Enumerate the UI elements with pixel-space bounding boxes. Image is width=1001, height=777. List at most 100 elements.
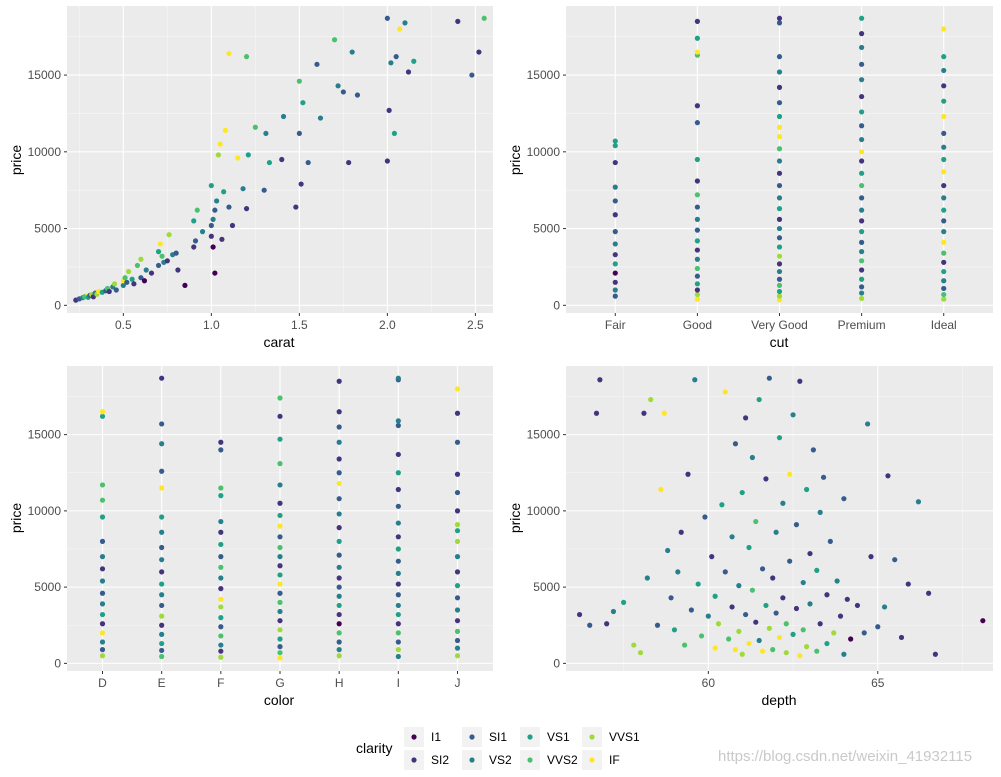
data-point	[129, 276, 135, 282]
data-point	[941, 285, 947, 292]
data-point	[218, 575, 224, 581]
data-point	[300, 100, 306, 106]
data-point	[277, 523, 283, 529]
data-point	[346, 159, 352, 166]
data-point	[208, 233, 214, 239]
data-point	[476, 49, 482, 55]
data-point	[243, 206, 250, 212]
data-point	[99, 630, 106, 636]
data-point	[941, 26, 947, 32]
data-point	[875, 624, 881, 630]
data-point	[454, 645, 461, 651]
data-point	[694, 103, 700, 109]
x-tick-label: J	[455, 676, 461, 690]
data-point	[941, 169, 947, 175]
data-point	[841, 651, 847, 657]
data-point	[454, 628, 461, 634]
data-point	[99, 590, 106, 596]
data-point	[454, 607, 461, 613]
data-point	[159, 653, 165, 660]
data-point	[844, 596, 850, 602]
data-point	[221, 189, 227, 195]
data-point	[834, 578, 840, 584]
data-point	[336, 480, 342, 487]
data-point	[868, 554, 874, 560]
data-point	[454, 439, 461, 445]
data-point	[240, 186, 246, 192]
data-point	[111, 281, 118, 287]
data-point	[99, 578, 106, 584]
data-point	[612, 159, 618, 166]
data-point	[336, 647, 342, 653]
data-point	[804, 644, 810, 650]
data-point	[226, 204, 232, 210]
data-point	[881, 604, 888, 610]
data-point	[941, 67, 947, 74]
data-point	[218, 586, 224, 592]
data-point	[865, 421, 871, 427]
data-point	[159, 485, 165, 491]
data-point	[159, 544, 165, 551]
legend-key-si2: SI2	[404, 750, 449, 770]
legend-label: I1	[431, 730, 441, 744]
legend-swatch	[469, 757, 475, 763]
data-point	[837, 613, 844, 619]
data-point	[694, 35, 700, 41]
data-point	[277, 534, 283, 540]
data-point	[454, 618, 461, 624]
data-point	[776, 634, 783, 641]
data-point	[612, 241, 618, 247]
data-point	[159, 640, 165, 647]
data-point	[746, 640, 752, 647]
data-point	[395, 611, 401, 618]
legend-key-vvs2: VVS2	[520, 750, 578, 770]
y-tick-label: 10000	[527, 504, 561, 518]
y-axis-title: price	[507, 503, 523, 534]
data-point	[266, 159, 273, 166]
data-point	[698, 633, 705, 639]
data-point	[859, 229, 865, 235]
data-point	[719, 502, 725, 508]
data-point	[122, 275, 128, 281]
data-point	[277, 581, 283, 587]
data-point	[99, 482, 106, 488]
data-point	[384, 158, 390, 164]
legend-key-i1: I1	[404, 727, 441, 747]
data-point	[787, 558, 793, 564]
data-point	[159, 622, 165, 628]
x-axis-title: depth	[761, 692, 796, 708]
data-point	[159, 514, 165, 520]
data-point	[277, 650, 283, 656]
legend-label: VS1	[547, 730, 570, 744]
data-point	[226, 50, 232, 57]
data-point	[336, 439, 342, 445]
data-point	[215, 152, 221, 158]
data-point	[783, 621, 789, 627]
data-point	[773, 610, 779, 616]
data-point	[776, 288, 783, 295]
data-point	[941, 259, 947, 265]
points	[99, 375, 461, 661]
data-point	[336, 621, 342, 627]
data-point	[885, 473, 891, 479]
data-point	[277, 636, 283, 642]
y-axis-title: price	[507, 145, 523, 176]
panel-depth: 0 5000 10000 15000 60 65 depth price	[507, 366, 993, 708]
data-point	[694, 281, 700, 287]
data-point	[99, 621, 106, 627]
data-point	[120, 282, 126, 288]
legend-swatch	[589, 757, 595, 763]
data-point	[218, 564, 224, 570]
data-point	[941, 218, 947, 224]
data-point	[218, 642, 224, 648]
data-point	[395, 592, 401, 598]
data-point	[859, 15, 865, 21]
data-point	[218, 518, 224, 525]
data-point	[261, 187, 267, 193]
data-point	[859, 31, 865, 37]
data-point	[859, 249, 865, 255]
data-point	[980, 618, 986, 624]
data-point	[182, 282, 188, 288]
data-point	[763, 602, 769, 609]
data-point	[658, 486, 664, 493]
